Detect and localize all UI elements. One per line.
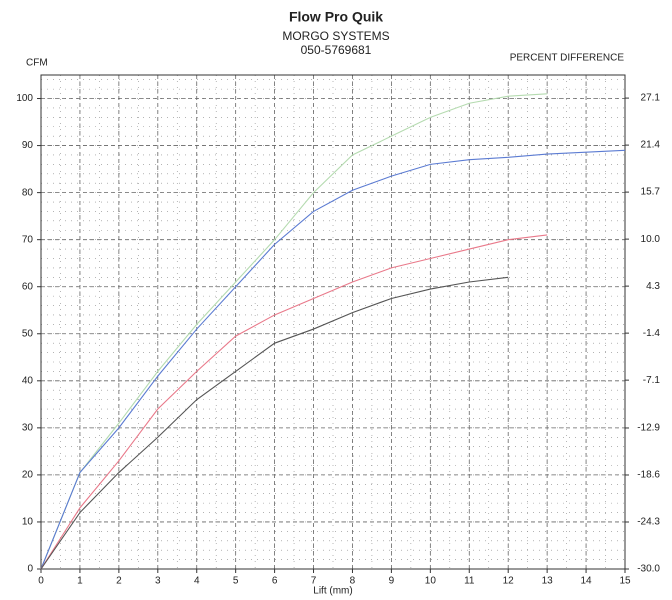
series-line <box>40 276 509 570</box>
series-line <box>40 93 548 570</box>
y-tick-label: 90 <box>22 140 34 151</box>
y2-tick-label: 4.3 <box>646 281 660 292</box>
phone: 050-5769681 <box>301 43 372 57</box>
y-tick-label: 40 <box>22 375 34 386</box>
y-tick-label: 70 <box>22 234 34 245</box>
y-tick-label: 80 <box>22 187 34 198</box>
subtitle: MORGO SYSTEMS <box>282 29 389 43</box>
x-tick-label: 15 <box>619 576 631 587</box>
y2-tick-label: -30.0 <box>637 564 660 575</box>
x-tick-label: 4 <box>194 576 200 587</box>
x-tick-label: 9 <box>389 576 395 587</box>
x-tick-label: 7 <box>311 576 317 587</box>
y-tick-label: 10 <box>22 517 34 528</box>
x-tick-label: 14 <box>581 576 593 587</box>
x-tick-label: 2 <box>116 576 122 587</box>
x-tick-label: 6 <box>272 576 278 587</box>
y2-tick-label: 15.7 <box>641 187 661 198</box>
series-line <box>40 234 548 570</box>
x-tick-label: 0 <box>38 576 44 587</box>
series-line <box>40 149 626 570</box>
x-tick-label: 12 <box>503 576 515 587</box>
x-tick-label: 5 <box>233 576 239 587</box>
y-axis-label: CFM <box>26 58 48 69</box>
x-tick-label: 1 <box>77 576 83 587</box>
x-tick-label: 13 <box>542 576 554 587</box>
plot-frame <box>40 74 626 570</box>
y2-tick-label: 10.0 <box>641 234 661 245</box>
y2-tick-label: -12.9 <box>637 423 660 434</box>
y2-tick-label: -1.4 <box>643 328 661 339</box>
y2-axis-label: PERCENT DIFFERENCE <box>510 53 625 64</box>
y2-tick-label: -24.3 <box>637 517 660 528</box>
x-axis-label: Lift (mm) <box>313 586 352 597</box>
y-tick-label: 20 <box>22 470 34 481</box>
x-tick-label: 8 <box>350 576 356 587</box>
y-tick-label: 60 <box>22 281 34 292</box>
y-tick-label: 50 <box>22 328 34 339</box>
y2-tick-label: -7.1 <box>643 375 661 386</box>
chart-title: Flow Pro Quik <box>289 9 383 25</box>
y2-tick-label: -18.6 <box>637 470 660 481</box>
y-tick-label: 100 <box>16 93 33 104</box>
x-tick-label: 11 <box>464 576 475 587</box>
y2-tick-label: 27.1 <box>641 93 661 104</box>
y-tick-label: 30 <box>22 422 34 433</box>
x-tick-label: 10 <box>425 576 437 587</box>
x-tick-label: 3 <box>155 576 161 587</box>
y-tick-label: 0 <box>27 564 33 575</box>
y2-tick-label: 21.4 <box>641 140 661 151</box>
